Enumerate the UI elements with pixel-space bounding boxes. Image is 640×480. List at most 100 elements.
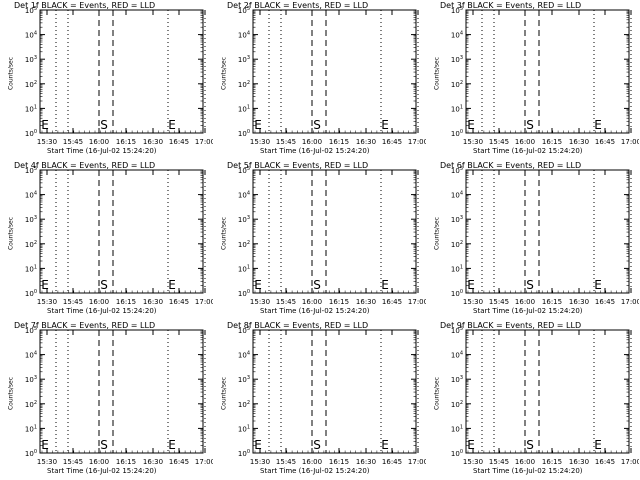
x-tick-label: 16:30 [356, 138, 376, 146]
y-tick-label: 103 [25, 55, 37, 64]
y-tick-label: 103 [25, 215, 37, 224]
x-tick-label: 15:30 [463, 138, 483, 146]
x-tick-label: 15:45 [276, 298, 296, 306]
y-tick-label: 103 [451, 55, 463, 64]
x-tick-label: 15:45 [63, 138, 83, 146]
x-tick-label: 16:30 [143, 298, 163, 306]
event-marker-label: E [467, 438, 475, 452]
event-marker-label: E [168, 118, 176, 132]
y-tick-label: 103 [451, 215, 463, 224]
plot-title: Det 6f BLACK = Events, RED = LLD [440, 161, 582, 170]
x-tick-label: 16:00 [302, 458, 322, 466]
y-tick-label: 101 [238, 264, 250, 273]
x-tick-label: 16:15 [329, 458, 349, 466]
plot-svg: 100 101 102 103 104 105 15:30 15:45 16:00 16:15 16… [25, 166, 213, 306]
plot-title: Det 9f BLACK = Events, RED = LLD [440, 321, 582, 330]
x-axis-label: Start Time (16-Jul-02 15:24:20) [47, 307, 157, 315]
x-tick-label: 17:00 [408, 458, 426, 466]
x-tick-label: 17:00 [621, 298, 639, 306]
plot-svg: 100 101 102 103 104 105 15:30 15:45 16:00 16:15 16… [451, 6, 639, 146]
x-tick-label: 16:15 [542, 458, 562, 466]
y-tick-label: 101 [25, 104, 37, 113]
plot-title: Det 3f BLACK = Events, RED = LLD [440, 1, 582, 10]
y-tick-label: 101 [25, 264, 37, 273]
x-tick-label: 16:00 [89, 138, 109, 146]
event-marker-label: E [168, 438, 176, 452]
detector-panel: 100 101 102 103 104 105 15:30 15:45 16:00 16:15 16… [0, 0, 214, 160]
y-tick-label: 100 [451, 289, 463, 298]
y-tick-label: 105 [451, 326, 463, 335]
event-marker-label: E [467, 278, 475, 292]
y-tick-label: 101 [451, 104, 463, 113]
detector-panel: 100 101 102 103 104 105 15:30 15:45 16:00 16:15 16… [426, 160, 640, 320]
x-tick-label: 16:15 [542, 298, 562, 306]
y-tick-label: 103 [238, 55, 250, 64]
x-tick-label: 15:45 [489, 138, 509, 146]
x-tick-label: 16:15 [329, 138, 349, 146]
y-tick-label: 100 [25, 289, 37, 298]
x-tick-label: 15:45 [276, 458, 296, 466]
x-tick-label: 16:15 [116, 298, 136, 306]
plot-svg: 100 101 102 103 104 105 15:30 15:45 16:00 16:15 16… [451, 326, 639, 466]
x-tick-label: 17:00 [195, 458, 213, 466]
x-tick-label: 16:00 [515, 458, 535, 466]
y-tick-label: 100 [451, 129, 463, 138]
x-tick-label: 15:45 [63, 458, 83, 466]
event-marker-label: E [381, 118, 389, 132]
x-tick-label: 15:45 [63, 298, 83, 306]
x-axis-label: Start Time (16-Jul-02 15:24:20) [260, 467, 370, 475]
x-tick-label: 16:45 [382, 458, 402, 466]
x-axis-label: Start Time (16-Jul-02 15:24:20) [47, 467, 157, 475]
x-tick-label: 15:45 [276, 138, 296, 146]
x-tick-label: 15:30 [250, 458, 270, 466]
x-tick-label: 17:00 [621, 138, 639, 146]
plot-frame [465, 329, 630, 454]
y-tick-label: 102 [451, 400, 463, 409]
x-tick-label: 15:30 [250, 298, 270, 306]
y-tick-label: 103 [238, 375, 250, 384]
x-tick-label: 16:30 [569, 138, 589, 146]
x-tick-label: 16:00 [302, 298, 322, 306]
x-tick-label: 16:45 [382, 138, 402, 146]
event-marker-label: S [100, 438, 108, 452]
x-tick-label: 16:15 [329, 298, 349, 306]
y-tick-label: 103 [451, 375, 463, 384]
y-tick-label: 104 [451, 351, 463, 360]
detector-panel: 100 101 102 103 104 105 15:30 15:45 16:00 16:15 16… [213, 320, 427, 480]
y-tick-label: 100 [238, 129, 250, 138]
plot-title: Det 2f BLACK = Events, RED = LLD [227, 1, 369, 10]
y-tick-label: 102 [25, 240, 37, 249]
y-axis-label: Counts/sec [7, 216, 15, 251]
y-tick-label: 102 [451, 80, 463, 89]
y-tick-label: 105 [451, 166, 463, 175]
y-tick-label: 105 [25, 326, 37, 335]
y-tick-label: 100 [451, 449, 463, 458]
detector-panel: 100 101 102 103 104 105 15:30 15:45 16:00 16:15 16… [0, 320, 214, 480]
plot-frame [39, 169, 204, 294]
x-tick-label: 16:30 [143, 138, 163, 146]
plot-svg: 100 101 102 103 104 105 15:30 15:45 16:00 16:15 16… [451, 166, 639, 306]
plot-svg: 100 101 102 103 104 105 15:30 15:45 16:00 16:15 16… [25, 326, 213, 466]
plot-frame [465, 169, 630, 294]
y-tick-label: 100 [238, 449, 250, 458]
plot-title: Det 5f BLACK = Events, RED = LLD [227, 161, 369, 170]
event-marker-label: E [41, 278, 49, 292]
event-marker-label: E [381, 278, 389, 292]
y-tick-label: 101 [238, 104, 250, 113]
x-tick-label: 16:00 [89, 458, 109, 466]
x-axis-label: Start Time (16-Jul-02 15:24:20) [473, 147, 583, 155]
event-marker-label: S [313, 438, 321, 452]
event-marker-label: E [594, 438, 602, 452]
x-tick-label: 16:45 [169, 298, 189, 306]
event-marker-label: S [100, 278, 108, 292]
x-tick-label: 17:00 [408, 298, 426, 306]
plot-frame [465, 9, 630, 134]
plot-title: Det 7f BLACK = Events, RED = LLD [14, 321, 156, 330]
plot-frame [39, 9, 204, 134]
y-tick-label: 104 [238, 31, 250, 40]
y-tick-label: 100 [25, 129, 37, 138]
x-axis-label: Start Time (16-Jul-02 15:24:20) [260, 147, 370, 155]
y-tick-label: 104 [238, 191, 250, 200]
event-marker-label: E [41, 118, 49, 132]
